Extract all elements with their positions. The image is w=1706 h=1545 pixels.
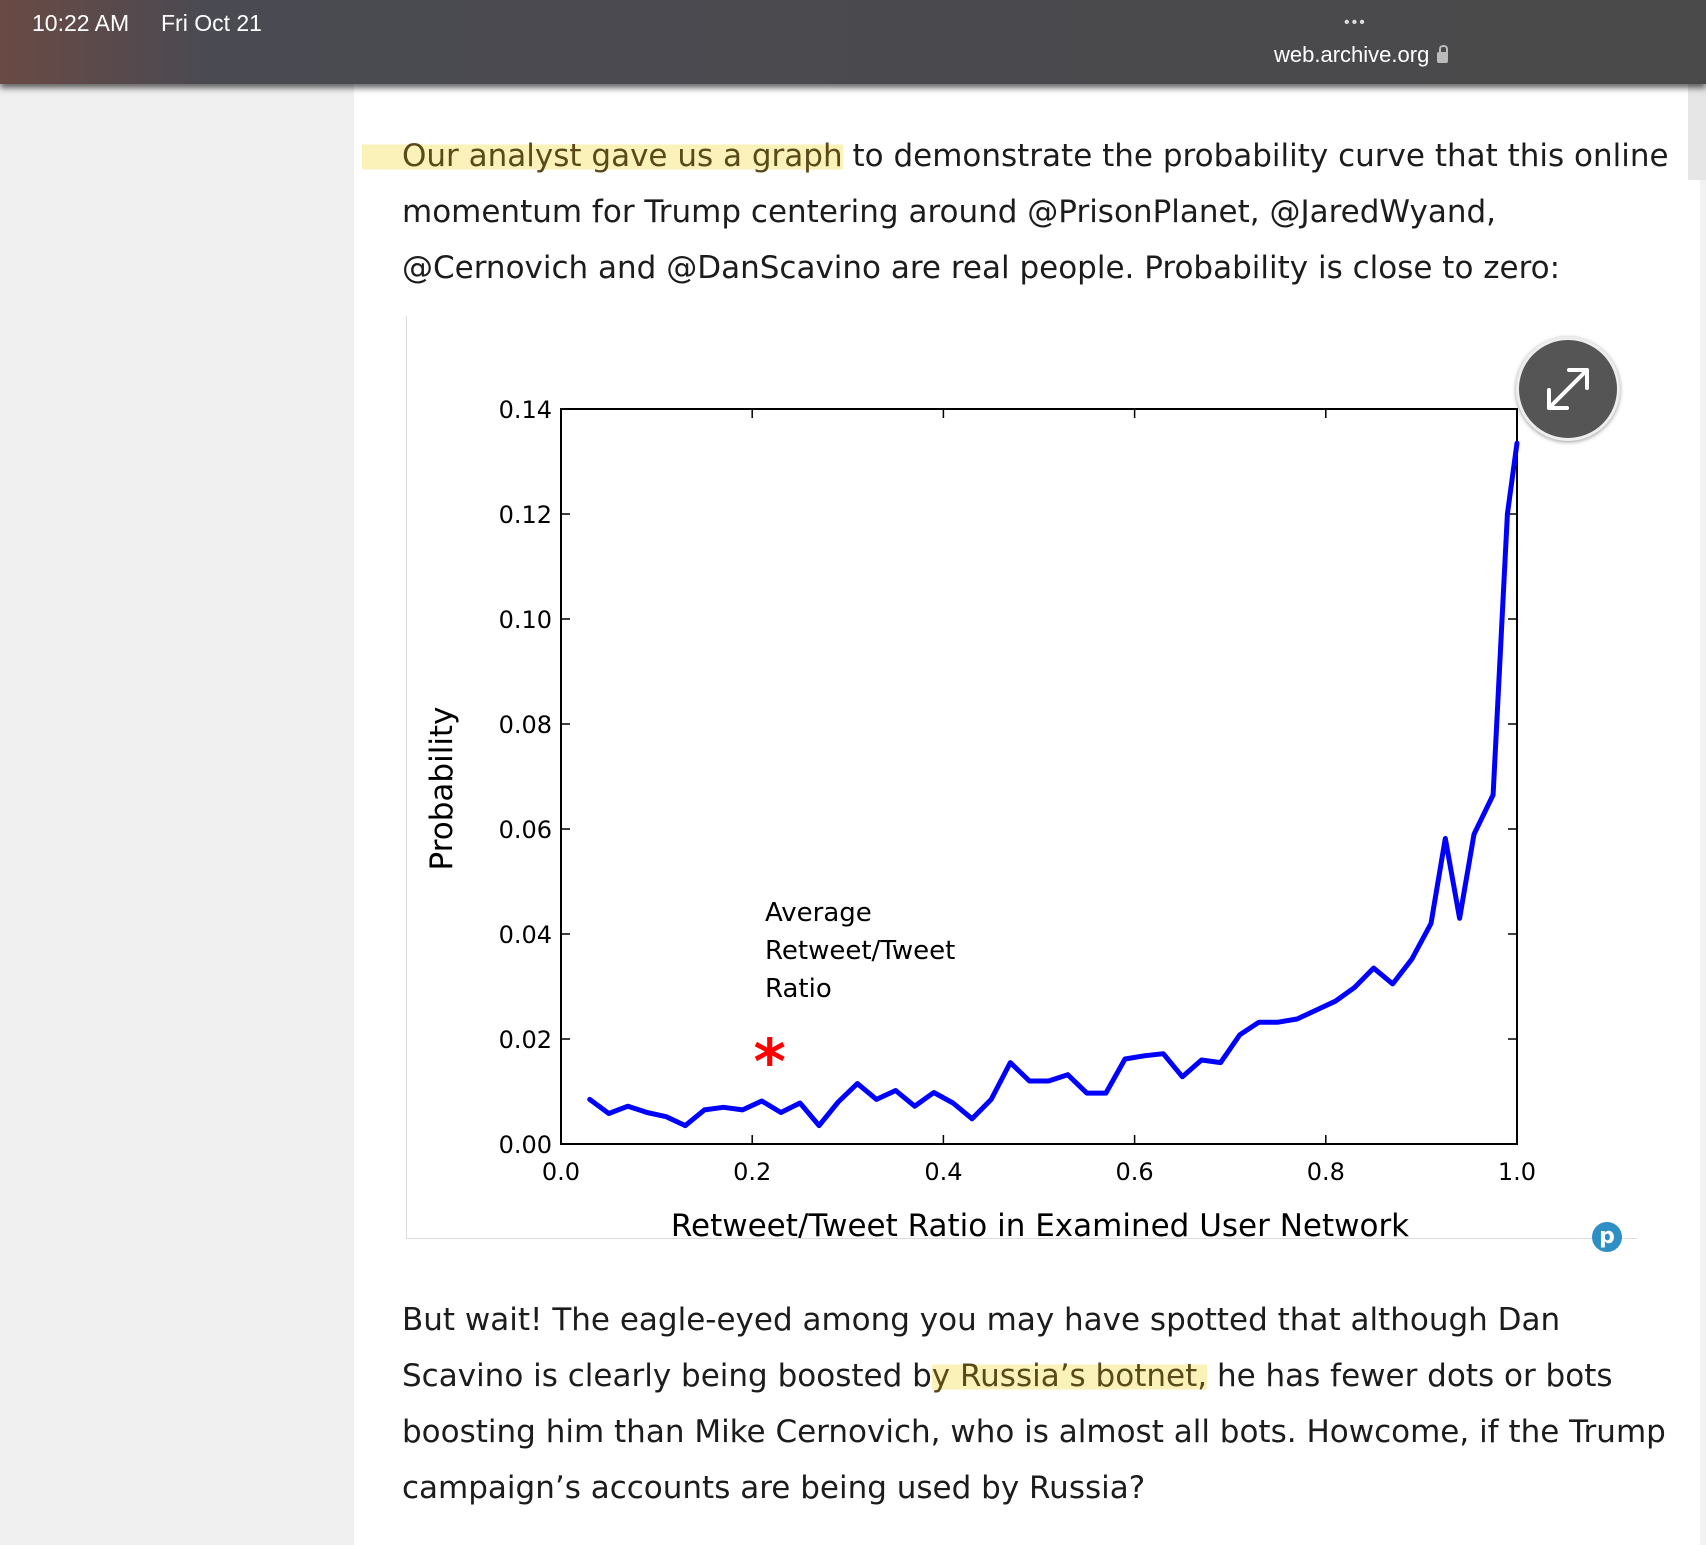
pinterest-icon[interactable]: p	[1592, 1222, 1622, 1252]
status-time: 10:22 AM	[32, 10, 130, 36]
y-tick-label: 0.08	[499, 711, 552, 739]
paragraph-intro: Our analyst gave us a graph to demonstra…	[362, 128, 1672, 296]
y-tick-label: 0.10	[499, 606, 552, 634]
tick-labels: 0.0 0.2 0.4 0.6 0.8 1.0 0.00 0.02 0.04 0.06 0.08 0.…	[499, 396, 1537, 1186]
lock-icon	[1437, 45, 1449, 63]
y-tick-label: 0.00	[499, 1131, 552, 1159]
x-tick-label: 0.0	[542, 1158, 580, 1186]
chart-figure: 0.0 0.2 0.4 0.6 0.8 1.0 0.00 0.02 0.04 0.06 0.08 0.…	[406, 316, 1637, 1239]
plot-area-border	[560, 408, 1518, 1145]
address-bar[interactable]: web.archive.org	[1274, 42, 1449, 68]
x-tick-label: 0.8	[1307, 1158, 1345, 1186]
paragraph-text-start: But wait! The eagle-eyed among you may h…	[402, 1302, 1561, 1394]
paragraph-text: to demonstrate the probability curve tha…	[402, 138, 1669, 286]
url-text: web.archive.org	[1274, 42, 1430, 67]
probability-series-line	[587, 440, 1520, 1129]
probability-chart: 0.0 0.2 0.4 0.6 0.8 1.0 0.00 0.02 0.04 0.06 0.08 0.…	[424, 396, 1537, 1238]
paragraph-text-end: he has fewer dots or bots boosting him t…	[402, 1358, 1666, 1506]
y-tick-label: 0.04	[499, 921, 552, 949]
x-axis-label: Retweet/Tweet Ratio in Examined User Net…	[671, 1208, 1409, 1238]
x-tick-label: 0.2	[733, 1158, 771, 1186]
y-tick-label: 0.14	[499, 396, 552, 424]
axes-frame	[560, 408, 1518, 1145]
multitask-dots-icon[interactable]: •••	[1344, 14, 1367, 31]
paragraph-followup: But wait! The eagle-eyed among you may h…	[402, 1292, 1672, 1516]
tick-marks	[560, 408, 1518, 1145]
status-date: Fri Oct 21	[161, 10, 262, 36]
x-tick-label: 1.0	[1498, 1158, 1536, 1186]
x-tick-label: 0.6	[1116, 1158, 1154, 1186]
y-axis-label: Probability	[424, 707, 460, 871]
y-tick-label: 0.02	[499, 1026, 552, 1054]
annotation: Average Retweet/Tweet Ratio *	[754, 898, 956, 1099]
x-tick-label: 0.4	[924, 1158, 962, 1186]
expand-button[interactable]	[1516, 337, 1620, 441]
annotation-text-line: Ratio	[765, 974, 832, 1004]
annotation-text-line: Retweet/Tweet	[765, 936, 955, 966]
status-bar: 10:22 AM Fri Oct 21 ••• web.archive.org	[0, 0, 1706, 84]
scrollbar[interactable]	[1688, 84, 1706, 180]
annotation-text-line: Average	[765, 898, 872, 928]
expand-arrows-icon	[1547, 368, 1589, 410]
y-tick-label: 0.06	[499, 816, 552, 844]
article-content	[354, 84, 1700, 1545]
highlighted-text[interactable]: Our analyst gave us a graph	[362, 138, 843, 174]
y-tick-label: 0.12	[499, 501, 552, 529]
left-pane	[0, 84, 354, 1545]
highlighted-text-2[interactable]: y Russia’s botnet,	[931, 1358, 1208, 1394]
annotation-marker: *	[754, 1026, 786, 1099]
